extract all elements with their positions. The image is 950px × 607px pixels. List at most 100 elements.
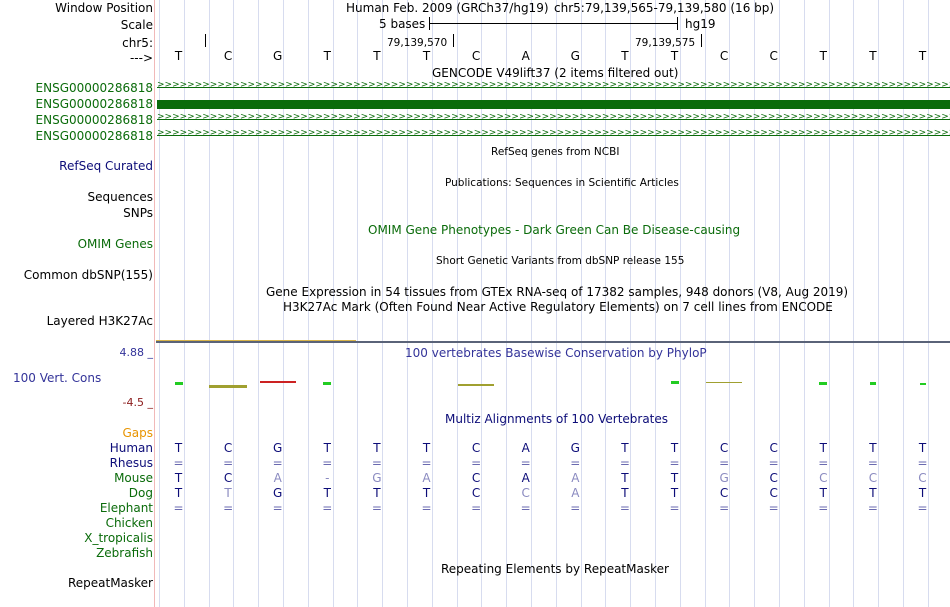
alignment-base: = [917, 501, 928, 515]
omim-label[interactable]: OMIM Genes [77, 237, 153, 251]
cons-score-mark [458, 384, 495, 386]
alignment-base: T [918, 486, 927, 500]
alignment-base: A [521, 441, 530, 455]
alignment-base: A [571, 471, 580, 485]
alignment-base: T [670, 486, 679, 500]
refseq-label[interactable]: RefSeq Curated [59, 159, 153, 173]
alignment-base: T [174, 441, 183, 455]
alignment-base: T [373, 486, 381, 500]
cons-score-mark [323, 382, 332, 385]
dbsnp-label[interactable]: Common dbSNP(155) [23, 268, 153, 282]
repeatmasker-label[interactable]: RepeatMasker [67, 576, 153, 590]
base-letter: C [769, 49, 778, 63]
gencode-item-label[interactable]: ENSG00000286818 [35, 97, 153, 111]
alignment-base: C [471, 471, 481, 485]
gencode-feature[interactable]: >>>>>>>>>>>>>>>>>>>>>>>>>>>>>>>>>>>>>>>>… [157, 129, 950, 139]
gencode-intron-line [157, 135, 950, 136]
alignment-base: = [173, 501, 184, 515]
cons-score-mark [869, 382, 876, 385]
species-label[interactable]: Dog [128, 486, 153, 500]
ruler-coord-1: 79,139,570 [387, 37, 448, 49]
alignment-base: = [223, 501, 234, 515]
alignment-base: C [918, 471, 927, 485]
alignment-base: C [819, 471, 828, 485]
alignment-base: = [471, 501, 482, 515]
alignment-base: = [322, 501, 333, 515]
alignment-base: A [521, 471, 530, 485]
cons-label[interactable]: 100 Vert. Cons [13, 371, 102, 385]
gencode-item-label[interactable]: ENSG00000286818 [35, 129, 153, 143]
db-name: hg19 [685, 17, 716, 31]
species-label[interactable]: Elephant [99, 501, 153, 515]
strand-chevrons: >>>>>>>>>>>>>>>>>>>>>>>>>>>>>>>>>>>>>>>>… [157, 129, 950, 138]
position-text: chr5:79,139,565-79,139,580 (16 bp) [554, 1, 775, 15]
multiz-title: Multiz Alignments of 100 Vertebrates [445, 412, 669, 426]
scale-label: Scale [120, 18, 153, 32]
species-label[interactable]: Human [109, 441, 153, 455]
strand-label: ---> [129, 51, 153, 65]
alignment-base: = [223, 456, 234, 470]
alignment-base: G [719, 471, 729, 485]
repeatmasker-title: Repeating Elements by RepeatMasker [441, 562, 669, 576]
gencode-item-label[interactable]: ENSG00000286818 [35, 113, 153, 127]
base-letter: T [869, 49, 877, 63]
snps-label[interactable]: SNPs [123, 206, 153, 220]
species-label[interactable]: Zebrafish [96, 546, 153, 560]
gencode-intron-line [157, 87, 950, 88]
scale-bar [429, 23, 677, 24]
species-label[interactable]: Chicken [105, 516, 153, 530]
cons-title: 100 vertebrates Basewise Conservation by… [405, 346, 707, 360]
gencode-feature[interactable]: >>>>>>>>>>>>>>>>>>>>>>>>>>>>>>>>>>>>>>>>… [157, 113, 950, 123]
alignment-base: A [571, 486, 580, 500]
alignment-base: G [273, 441, 283, 455]
alignment-base: = [173, 456, 184, 470]
alignment-base: C [223, 441, 233, 455]
alignment-base: T [174, 471, 183, 485]
cons-max-label: 4.88 _ [119, 346, 154, 359]
alignment-base: = [768, 501, 779, 515]
alignment-base: = [867, 456, 878, 470]
grid-line [878, 0, 880, 607]
alignment-base: = [768, 456, 779, 470]
gencode-feature[interactable] [157, 100, 950, 109]
alignment-base: G [372, 471, 382, 485]
cons-score-mark [670, 381, 679, 384]
cons-score-mark [259, 381, 296, 383]
alignment-base: = [421, 456, 432, 470]
alignment-base: C [471, 486, 481, 500]
alignment-base: = [719, 456, 730, 470]
alignment-base: C [719, 441, 729, 455]
publications-title: Publications: Sequences in Scientific Ar… [445, 177, 679, 189]
h3k27ac-label[interactable]: Layered H3K27Ac [46, 314, 153, 328]
ruler-coord-2: 79,139,575 [635, 37, 696, 49]
alignment-base: T [918, 441, 927, 455]
alignment-base: C [521, 486, 530, 500]
base-letter: C [719, 49, 729, 63]
gencode-feature[interactable]: >>>>>>>>>>>>>>>>>>>>>>>>>>>>>>>>>>>>>>>>… [157, 81, 950, 91]
alignment-base: = [619, 501, 630, 515]
alignment-base: T [422, 441, 431, 455]
species-label[interactable]: X_tropicalis [84, 531, 153, 545]
base-letter: C [471, 49, 481, 63]
cons-score-mark [209, 385, 248, 388]
sequences-label[interactable]: Sequences [87, 190, 153, 204]
grid-line [927, 0, 929, 607]
alignment-base: T [670, 441, 679, 455]
species-label[interactable]: Rhesus [109, 456, 153, 470]
alignment-base: = [272, 456, 283, 470]
alignment-base: = [570, 456, 581, 470]
alignment-base: C [769, 486, 778, 500]
alignment-base: = [371, 501, 382, 515]
cons-score-mark [819, 382, 828, 385]
h3k27ac-signal-line [156, 341, 950, 343]
gencode-item-label[interactable]: ENSG00000286818 [35, 81, 153, 95]
base-letter: T [373, 49, 381, 63]
alignment-base: = [669, 456, 680, 470]
gtex-title: Gene Expression in 54 tissues from GTEx … [266, 285, 849, 299]
gaps-label[interactable]: Gaps [122, 426, 153, 440]
alignment-base: A [422, 471, 431, 485]
alignment-base: T [819, 441, 827, 455]
species-label[interactable]: Mouse [114, 471, 153, 485]
ruler-tick [701, 34, 702, 47]
